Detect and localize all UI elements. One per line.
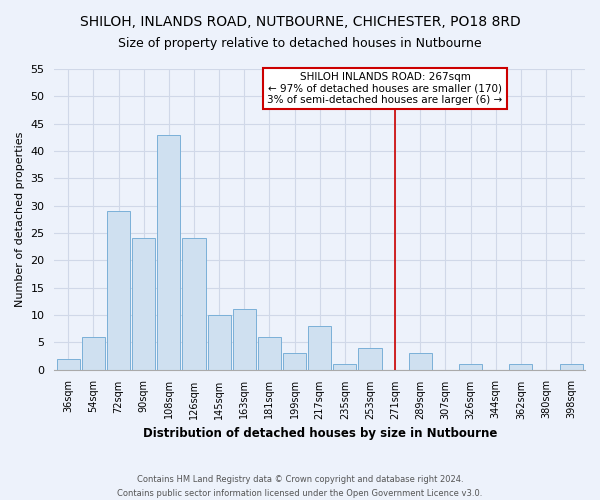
Bar (308, 326, 331, 370)
Bar (258, 337, 281, 370)
Bar (56, 358, 80, 370)
Bar (358, 348, 382, 370)
Text: Size of property relative to detached houses in Nutbourne: Size of property relative to detached ho… (118, 38, 482, 51)
Bar (233, 310, 256, 370)
Bar (459, 364, 482, 370)
Y-axis label: Number of detached properties: Number of detached properties (15, 132, 25, 307)
Bar (157, 134, 181, 370)
Bar (107, 211, 130, 370)
Bar (509, 364, 532, 370)
Bar (182, 238, 206, 370)
Text: SHILOH, INLANDS ROAD, NUTBOURNE, CHICHESTER, PO18 8RD: SHILOH, INLANDS ROAD, NUTBOURNE, CHICHES… (80, 15, 520, 29)
Text: SHILOH INLANDS ROAD: 267sqm
← 97% of detached houses are smaller (170)
3% of sem: SHILOH INLANDS ROAD: 267sqm ← 97% of det… (268, 72, 503, 105)
Bar (132, 238, 155, 370)
Bar (333, 364, 356, 370)
Text: Contains HM Land Registry data © Crown copyright and database right 2024.
Contai: Contains HM Land Registry data © Crown c… (118, 476, 482, 498)
Bar (283, 353, 306, 370)
Bar (409, 353, 432, 370)
Bar (560, 364, 583, 370)
Bar (208, 315, 230, 370)
Bar (82, 337, 105, 370)
X-axis label: Distribution of detached houses by size in Nutbourne: Distribution of detached houses by size … (143, 427, 497, 440)
